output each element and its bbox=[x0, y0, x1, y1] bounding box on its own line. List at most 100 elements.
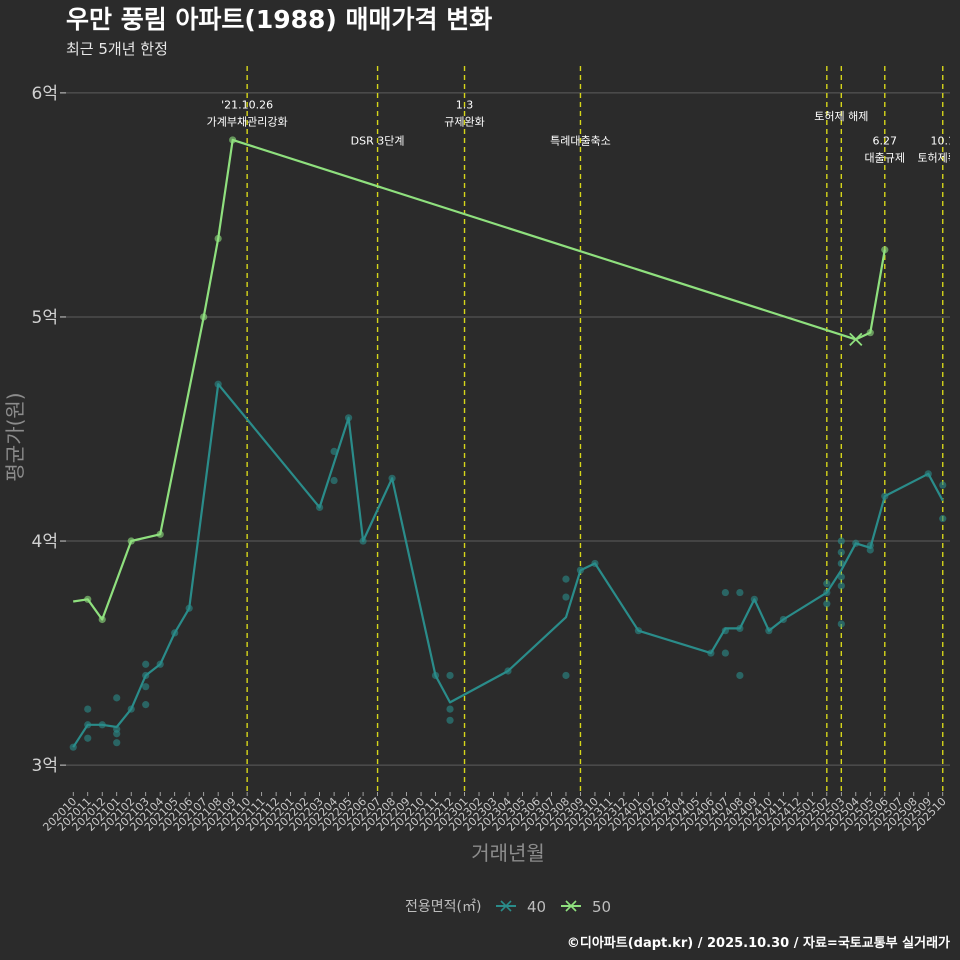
legend-key-cross-50 bbox=[565, 900, 577, 912]
annotation-label: 대출규제 bbox=[865, 151, 905, 164]
data-point bbox=[446, 671, 454, 680]
data-point bbox=[866, 329, 874, 337]
data-point bbox=[98, 615, 106, 624]
data-point bbox=[866, 541, 874, 550]
data-point bbox=[84, 721, 92, 729]
annotation-label: 토허제 해제 bbox=[814, 109, 868, 123]
data-point bbox=[765, 627, 773, 635]
y-tick-label: 3억 bbox=[32, 756, 58, 776]
data-point bbox=[939, 481, 947, 489]
series-line bbox=[72, 383, 944, 748]
source-caption: ©디아파트(dapt.kr) / 2025.10.30 / 자료=국토교통부 실… bbox=[567, 935, 950, 951]
data-point bbox=[185, 604, 193, 612]
data-point bbox=[446, 716, 454, 724]
data-point bbox=[84, 705, 92, 713]
data-point bbox=[837, 573, 845, 581]
data-point bbox=[779, 615, 787, 624]
legend-label-40: 40 bbox=[527, 898, 546, 916]
data-point bbox=[113, 694, 121, 702]
y-tick-label: 4억 bbox=[32, 532, 58, 552]
data-point bbox=[200, 313, 208, 321]
annotation-label: 토허제확대 bbox=[917, 151, 960, 164]
data-point bbox=[113, 739, 121, 747]
gridlines bbox=[66, 92, 950, 766]
legend: 전용면적(㎡) 40 50 bbox=[405, 898, 611, 916]
series-50 bbox=[73, 136, 889, 624]
data-point bbox=[214, 234, 222, 243]
data-point bbox=[591, 559, 599, 568]
data-point bbox=[736, 624, 744, 633]
data-point bbox=[881, 246, 889, 254]
y-tick-label: 5억 bbox=[32, 308, 58, 328]
legend-key-cross-40 bbox=[500, 900, 512, 912]
data-point bbox=[939, 515, 947, 523]
data-point bbox=[142, 701, 150, 709]
data-point bbox=[330, 447, 338, 456]
legend-title: 전용면적(㎡) bbox=[405, 899, 481, 915]
series-40 bbox=[69, 380, 947, 751]
data-point bbox=[359, 537, 367, 545]
data-point bbox=[504, 667, 512, 675]
data-point bbox=[837, 559, 845, 568]
chart-title: 우만 풍림 아파트(1988) 매매가격 변화 bbox=[66, 5, 492, 34]
data-point bbox=[127, 705, 135, 713]
data-point bbox=[721, 588, 729, 597]
data-point bbox=[837, 582, 845, 590]
data-point bbox=[736, 671, 744, 680]
data-point bbox=[576, 566, 585, 574]
data-point bbox=[142, 683, 150, 691]
data-point bbox=[113, 725, 121, 733]
data-point bbox=[736, 588, 744, 597]
annotation-label: 1.3 bbox=[456, 99, 474, 112]
chart-subtitle: 최근 5개년 한정 bbox=[66, 40, 168, 58]
data-point bbox=[707, 649, 715, 657]
data-point bbox=[823, 580, 831, 588]
data-point bbox=[156, 660, 164, 668]
x-axis-ticks: 2020102020112020122021012021022021032021… bbox=[40, 792, 949, 834]
data-point bbox=[924, 470, 932, 478]
legend-label-50: 50 bbox=[592, 898, 611, 916]
data-point bbox=[84, 595, 92, 603]
annotation-label: 특례대출축소 bbox=[550, 134, 611, 147]
data-point bbox=[214, 380, 222, 388]
annotation-label: 가계부채관리강화 bbox=[207, 116, 288, 129]
annotation-label: '21.10.26 bbox=[221, 99, 273, 112]
annotation-label: 규제완화 bbox=[444, 116, 484, 129]
data-point bbox=[344, 414, 353, 422]
y-axis-title: 평균가(원) bbox=[3, 392, 27, 481]
data-point bbox=[229, 136, 237, 144]
data-point bbox=[127, 537, 135, 545]
data-point bbox=[721, 627, 729, 635]
policy-event-lines bbox=[246, 66, 944, 792]
data-point bbox=[98, 721, 106, 729]
data-point bbox=[171, 629, 179, 637]
data-point bbox=[852, 539, 860, 547]
data-point bbox=[142, 660, 150, 668]
data-point bbox=[562, 671, 570, 680]
data-point bbox=[881, 492, 889, 500]
y-axis-ticks: 3억 4억 5억 6억 bbox=[32, 84, 66, 776]
data-point bbox=[446, 705, 454, 713]
data-point bbox=[823, 600, 831, 608]
data-point bbox=[388, 474, 396, 482]
data-point bbox=[750, 595, 758, 603]
data-point bbox=[156, 530, 164, 538]
data-point bbox=[562, 575, 570, 583]
data-point bbox=[721, 649, 729, 657]
data-point bbox=[837, 548, 845, 556]
legend-item-40: 40 bbox=[496, 898, 546, 916]
legend-item-50: 50 bbox=[561, 898, 611, 916]
annotation-label: DSR 3단계 bbox=[351, 134, 405, 147]
x-axis-title: 거래년월 bbox=[471, 841, 545, 865]
data-point bbox=[562, 593, 570, 601]
data-point bbox=[823, 588, 831, 597]
data-point bbox=[316, 503, 324, 512]
annotation-label: 10.1 bbox=[931, 134, 956, 147]
data-point bbox=[330, 476, 338, 485]
y-tick-label: 6억 bbox=[32, 84, 58, 104]
data-point bbox=[837, 537, 845, 545]
data-point bbox=[837, 620, 845, 628]
cross-marker bbox=[849, 332, 863, 347]
